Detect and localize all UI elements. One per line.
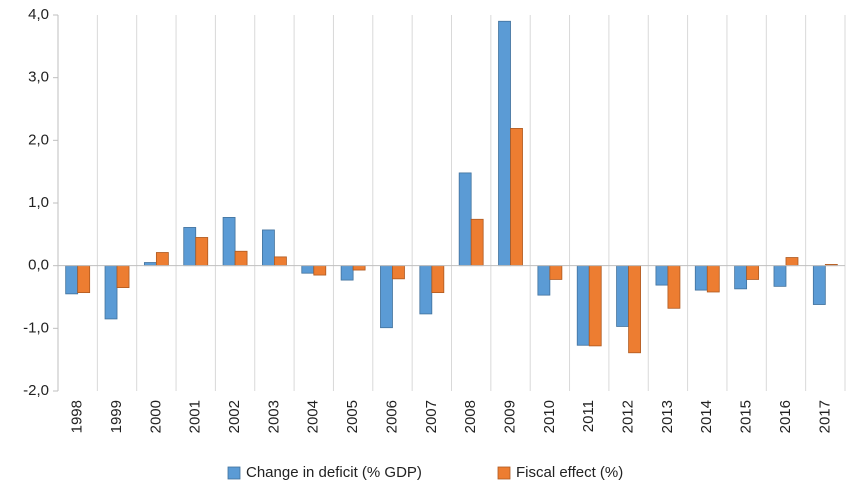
- bar: [773, 265, 787, 287]
- bar: [510, 128, 523, 267]
- bar: [65, 265, 79, 295]
- y-tick-label: 1,0: [28, 194, 49, 211]
- x-tick-label: 2005: [344, 400, 361, 433]
- x-tick-label: 2008: [462, 400, 479, 433]
- bar: [588, 265, 602, 347]
- x-tick-label: 2017: [816, 400, 833, 433]
- x-tick-label: 2002: [226, 400, 243, 433]
- bar: [155, 252, 169, 267]
- bar: [734, 265, 748, 290]
- bar: [301, 265, 315, 274]
- y-tick-label: -1,0: [23, 319, 49, 336]
- legend-swatch: [497, 466, 511, 480]
- bar: [352, 265, 366, 271]
- bar: [785, 257, 799, 267]
- x-tick-label: 2007: [423, 400, 440, 433]
- bar: [537, 265, 551, 296]
- bar: [313, 265, 327, 276]
- legend-swatch: [227, 466, 241, 480]
- bar: [498, 20, 511, 267]
- bar: [706, 265, 720, 293]
- x-tick-label: 2009: [501, 400, 518, 433]
- bar: [667, 265, 681, 309]
- bar: [77, 265, 91, 294]
- x-tick-label: 2016: [777, 400, 794, 433]
- x-tick-label: 1998: [69, 400, 86, 433]
- legend-label: Change in deficit (% GDP): [246, 464, 422, 481]
- bar: [576, 265, 590, 346]
- bar: [392, 265, 405, 280]
- x-tick-label: 2015: [738, 400, 755, 433]
- x-tick-label: 2013: [659, 400, 676, 433]
- bar: [746, 265, 760, 280]
- y-tick-label: 4,0: [28, 6, 49, 23]
- x-tick-label: 2006: [383, 400, 400, 433]
- bar: [380, 265, 393, 329]
- bar: [628, 265, 641, 354]
- bar: [183, 227, 197, 267]
- x-tick-label: 2011: [580, 400, 597, 432]
- bar: [234, 250, 248, 267]
- bar: [419, 265, 433, 315]
- bar: [655, 265, 669, 286]
- x-tick-label: 2003: [265, 400, 282, 433]
- y-tick-label: 3,0: [28, 69, 49, 86]
- bar: [195, 237, 209, 267]
- bar: [470, 218, 484, 267]
- bar: [812, 265, 826, 305]
- bar: [222, 217, 236, 267]
- bar: [458, 172, 472, 267]
- legend-label: Fiscal effect (%): [516, 464, 623, 481]
- y-tick-label: 0,0: [28, 257, 49, 274]
- bar: [274, 256, 287, 267]
- bar: [431, 265, 445, 294]
- bar: [262, 229, 275, 267]
- x-tick-label: 2001: [187, 400, 204, 433]
- bar: [104, 265, 118, 320]
- y-tick-label: 2,0: [28, 131, 49, 148]
- bar: [340, 265, 354, 281]
- x-tick-label: 2010: [541, 400, 558, 433]
- bar: [116, 265, 130, 288]
- x-tick-label: 2000: [147, 400, 164, 433]
- x-tick-label: 2014: [698, 400, 715, 433]
- y-tick-label: -2,0: [23, 382, 49, 399]
- x-tick-label: 2012: [620, 400, 637, 433]
- bar: [616, 265, 629, 327]
- x-tick-label: 1999: [108, 400, 125, 433]
- x-tick-label: 2004: [305, 400, 322, 433]
- bar: [694, 265, 708, 291]
- bar: [549, 265, 563, 280]
